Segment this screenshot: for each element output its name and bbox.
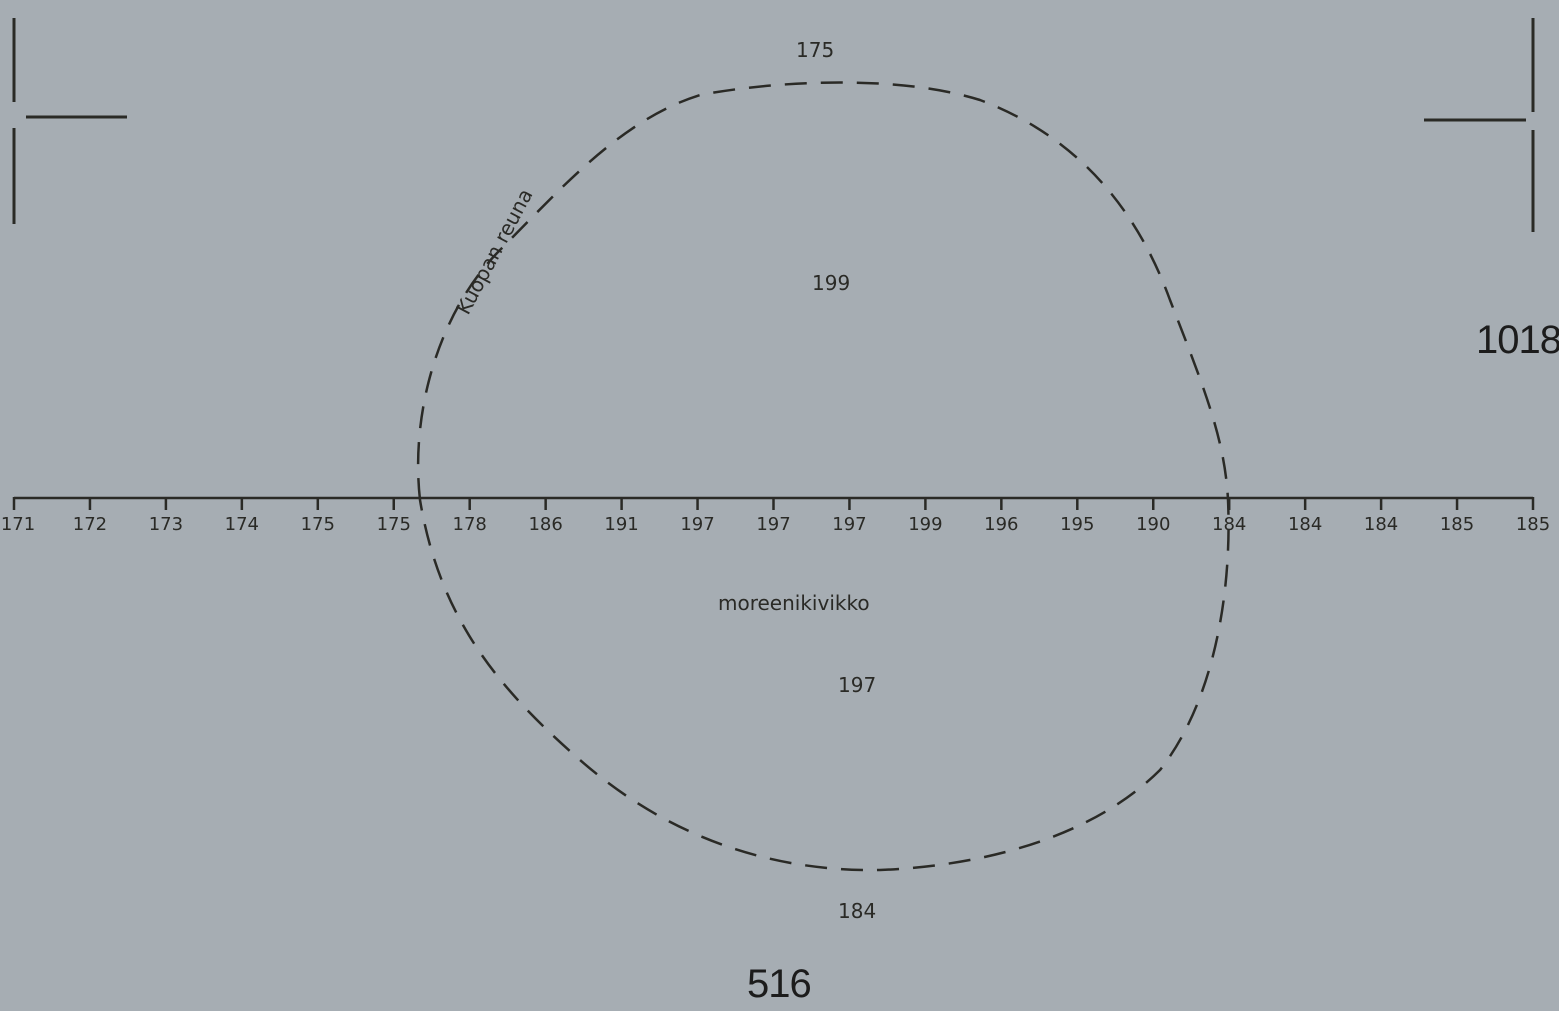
registration-mark-top-right (1424, 18, 1535, 232)
elevation-bottom-label: 184 (838, 899, 876, 923)
profile-tick-label: 191 (604, 514, 638, 535)
registration-mark-top-left (12, 18, 127, 224)
profile-tick-label: 175 (301, 514, 335, 535)
profile-tick-label: 171 (1, 514, 35, 535)
elevation-top-label: 175 (796, 38, 834, 62)
profile-tick-label: 175 (377, 514, 411, 535)
profile-tick-labels: 171 172 173 174 175 175 178 186 191 197 197 197 199 1… (1, 514, 1550, 535)
profile-tick-label: 199 (908, 514, 942, 535)
plan-number-stamp: 1018 (1476, 318, 1559, 362)
profile-tick-label: 197 (756, 514, 790, 535)
profile-tick-label: 185 (1516, 514, 1550, 535)
profile-tick-label: 184 (1212, 514, 1246, 535)
profile-tick-label: 196 (984, 514, 1018, 535)
profile-tick-label: 190 (1136, 514, 1170, 535)
profile-tick-label: 195 (1060, 514, 1094, 535)
profile-tick-label: 197 (832, 514, 866, 535)
sheet-number-stamp: 516 (747, 962, 812, 1006)
profile-tick-label: 184 (1364, 514, 1398, 535)
profile-tick-label: 186 (528, 514, 562, 535)
profile-tick-label: 178 (453, 514, 487, 535)
soil-type-label: moreenikivikko (718, 591, 870, 615)
profile-ticks (12, 497, 1535, 510)
profile-tick-label: 173 (149, 514, 183, 535)
pit-boundary-outline (416, 81, 1230, 872)
profile-tick-label: 172 (73, 514, 107, 535)
elevation-upper-inside-label: 199 (812, 271, 850, 295)
elevation-lower-inside-label: 197 (838, 673, 876, 697)
profile-tick-label: 184 (1288, 514, 1322, 535)
profile-tick-label: 174 (225, 514, 259, 535)
profile-tick-label: 185 (1440, 514, 1474, 535)
profile-tick-label: 197 (680, 514, 714, 535)
pit-edge-label: Kuopan reuna (451, 185, 537, 319)
